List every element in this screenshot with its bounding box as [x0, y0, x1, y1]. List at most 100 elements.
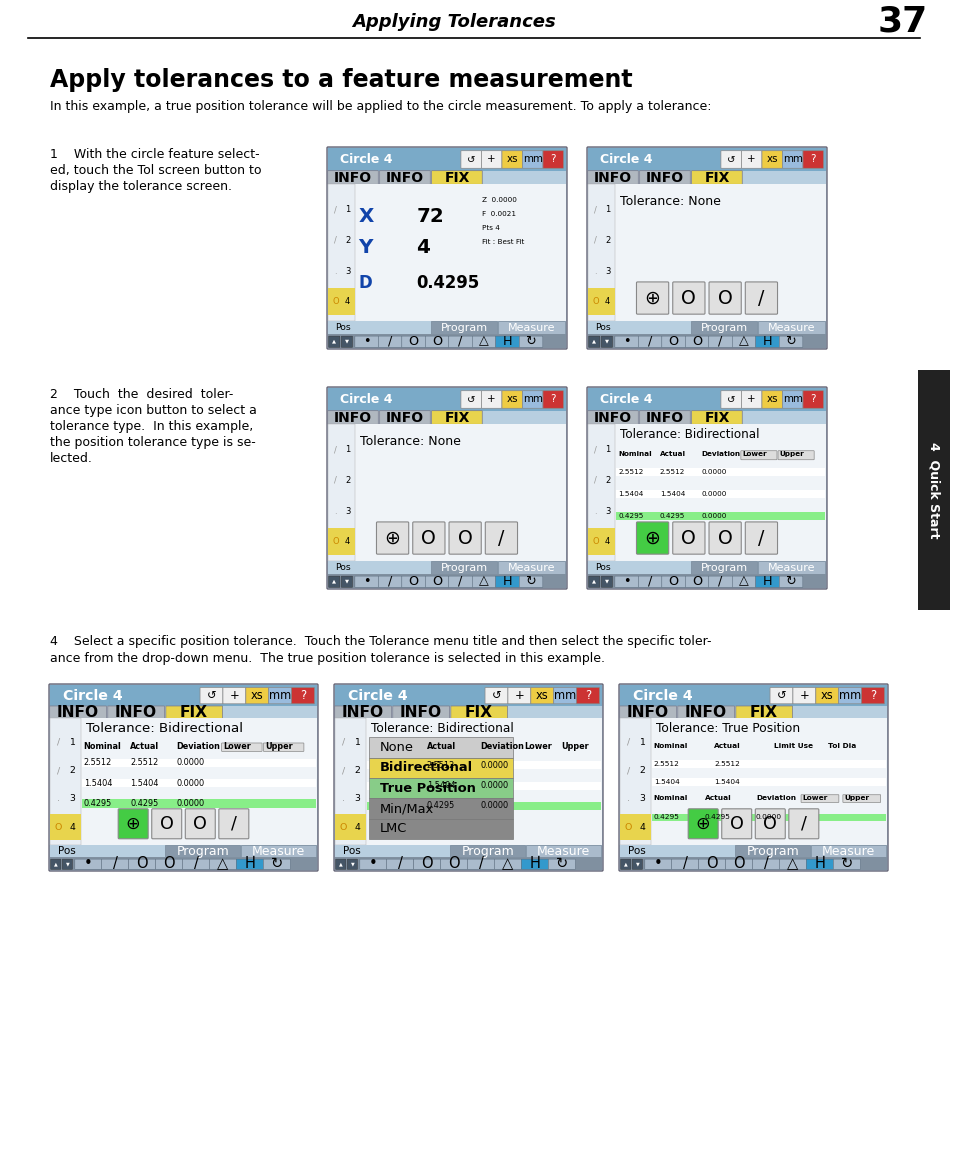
Text: ↻: ↻ [556, 857, 567, 872]
FancyBboxPatch shape [588, 576, 599, 588]
FancyBboxPatch shape [327, 387, 566, 589]
Bar [328, 575, 565, 588]
Text: +: + [799, 690, 808, 702]
Text: Pos: Pos [335, 563, 351, 573]
Bar [450, 845, 525, 858]
Bar [497, 321, 564, 335]
FancyBboxPatch shape [481, 391, 501, 408]
FancyBboxPatch shape [496, 576, 518, 588]
FancyBboxPatch shape [636, 282, 668, 314]
Text: 0.0000: 0.0000 [479, 781, 508, 790]
Text: 1.5404: 1.5404 [84, 779, 112, 788]
FancyBboxPatch shape [440, 859, 467, 869]
Bar [335, 719, 601, 845]
Text: △: △ [739, 335, 748, 348]
FancyBboxPatch shape [328, 170, 378, 184]
Text: Program: Program [461, 845, 514, 858]
Text: O: O [159, 815, 173, 833]
FancyBboxPatch shape [329, 336, 339, 348]
Text: /: / [801, 815, 806, 833]
FancyBboxPatch shape [587, 410, 638, 424]
Text: .: . [594, 506, 597, 516]
Text: 2: 2 [345, 236, 350, 245]
Text: /: / [682, 857, 687, 872]
Text: 0.4295: 0.4295 [653, 815, 679, 821]
Text: /: / [758, 289, 763, 307]
Bar [335, 719, 365, 845]
Text: 4: 4 [345, 537, 350, 546]
Text: 1: 1 [604, 445, 610, 454]
Text: ↺: ↺ [491, 690, 500, 702]
Text: INFO: INFO [57, 705, 99, 720]
Text: /: / [758, 529, 763, 547]
Text: △: △ [478, 575, 489, 588]
Text: ▼: ▼ [66, 861, 70, 866]
Text: 37: 37 [877, 5, 927, 39]
Text: Measure: Measure [821, 845, 874, 858]
Text: ↺: ↺ [726, 154, 735, 165]
Text: △: △ [478, 335, 489, 348]
Text: FIX: FIX [703, 410, 729, 424]
FancyBboxPatch shape [781, 391, 802, 408]
FancyBboxPatch shape [327, 147, 566, 349]
Text: 1: 1 [604, 205, 610, 214]
Bar [50, 815, 81, 840]
Text: ↻: ↻ [840, 857, 852, 872]
FancyBboxPatch shape [200, 687, 223, 704]
FancyBboxPatch shape [542, 151, 563, 168]
Text: 0.4295: 0.4295 [618, 513, 643, 519]
Text: /: / [647, 575, 652, 588]
Text: O: O [408, 335, 418, 348]
Text: /: / [57, 738, 60, 746]
Text: Program: Program [176, 845, 229, 858]
FancyBboxPatch shape [425, 576, 449, 588]
FancyBboxPatch shape [355, 576, 378, 588]
FancyBboxPatch shape [413, 522, 444, 554]
Bar [328, 527, 355, 555]
FancyBboxPatch shape [182, 859, 210, 869]
Text: Tol Dia: Tol Dia [827, 743, 855, 749]
Text: ⊕: ⊕ [644, 529, 659, 547]
Bar [619, 858, 886, 870]
FancyBboxPatch shape [460, 151, 481, 168]
Text: FIX: FIX [465, 705, 493, 720]
Text: ▲: ▲ [338, 861, 342, 866]
Text: 4: 4 [345, 297, 350, 306]
Text: INFO: INFO [684, 705, 726, 720]
Text: 4: 4 [604, 297, 610, 306]
Text: /: / [334, 476, 336, 484]
Bar [758, 321, 824, 335]
Bar [587, 184, 615, 321]
Bar [587, 575, 825, 588]
Text: ▼: ▼ [604, 338, 608, 344]
Text: 0.0000: 0.0000 [479, 802, 508, 810]
Text: 0.4295: 0.4295 [659, 513, 684, 519]
Text: ance from the drop-down menu.  The true position tolerance is selected in this e: ance from the drop-down menu. The true p… [50, 653, 604, 665]
Text: H: H [244, 857, 255, 872]
Bar [587, 335, 825, 348]
FancyBboxPatch shape [386, 859, 414, 869]
FancyBboxPatch shape [708, 522, 740, 554]
FancyBboxPatch shape [740, 151, 761, 168]
Text: Nominal: Nominal [84, 742, 121, 751]
Text: .: . [342, 794, 345, 803]
Text: O: O [691, 575, 701, 588]
Text: Lower: Lower [524, 742, 552, 751]
FancyBboxPatch shape [51, 859, 61, 869]
FancyBboxPatch shape [744, 522, 777, 554]
FancyBboxPatch shape [620, 859, 630, 869]
Text: /: / [388, 335, 392, 348]
Text: Lower: Lower [801, 795, 827, 801]
FancyBboxPatch shape [755, 336, 779, 348]
FancyBboxPatch shape [639, 410, 690, 424]
FancyBboxPatch shape [588, 336, 599, 348]
FancyBboxPatch shape [698, 859, 725, 869]
Text: /: / [626, 738, 630, 746]
Text: +: + [487, 394, 496, 404]
FancyBboxPatch shape [691, 170, 741, 184]
Text: ▼: ▼ [635, 861, 639, 866]
Text: Measure: Measure [767, 563, 815, 573]
Text: FIX: FIX [180, 705, 208, 720]
Text: H: H [529, 857, 539, 872]
FancyBboxPatch shape [744, 282, 777, 314]
